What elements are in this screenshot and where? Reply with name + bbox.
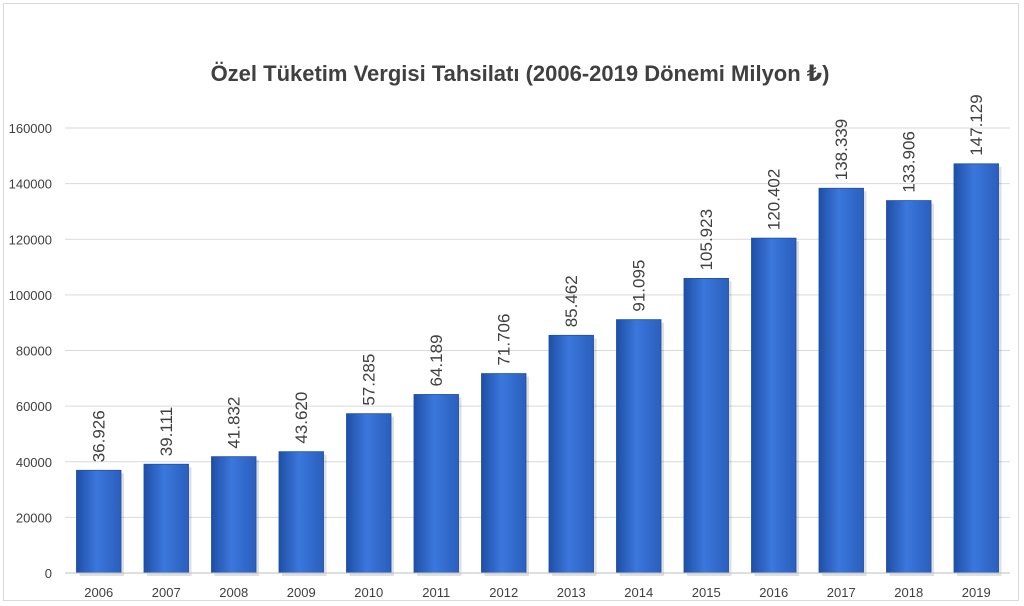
bar bbox=[616, 319, 662, 574]
x-tick-label: 2016 bbox=[759, 585, 788, 600]
y-tick-label: 0 bbox=[45, 566, 52, 581]
bar bbox=[683, 278, 729, 574]
x-tick-label: 2013 bbox=[557, 585, 586, 600]
data-label: 57.285 bbox=[360, 354, 379, 406]
chart-title: Özel Tüketim Vergisi Tahsilatı (2006-201… bbox=[211, 61, 830, 86]
x-tick-label: 2012 bbox=[489, 585, 518, 600]
data-label: 71.706 bbox=[495, 314, 514, 366]
x-tick-label: 2011 bbox=[422, 585, 450, 600]
data-label: 36.926 bbox=[90, 410, 109, 462]
y-tick-label: 120000 bbox=[9, 232, 52, 247]
x-axis-ticks: 2006 2007 2008 2009 2010 2011 2012 2013 2014 2015… bbox=[84, 585, 990, 600]
y-tick-label: 20000 bbox=[16, 510, 52, 525]
y-tick-label: 100000 bbox=[9, 288, 52, 303]
x-tick-label: 2019 bbox=[962, 585, 991, 600]
bars bbox=[76, 163, 1002, 576]
data-labels: 36.926 39.111 41.832 43.620 57.285 64.189 71.7… bbox=[90, 94, 987, 462]
x-tick-label: 2009 bbox=[287, 585, 316, 600]
bar bbox=[143, 463, 189, 574]
data-label: 120.402 bbox=[765, 169, 784, 230]
bar bbox=[751, 237, 797, 574]
y-tick-label: 80000 bbox=[16, 344, 52, 359]
bar bbox=[278, 451, 324, 574]
bar bbox=[818, 187, 864, 574]
x-tick-label: 2008 bbox=[219, 585, 248, 600]
bar bbox=[953, 163, 999, 574]
data-label: 64.189 bbox=[427, 334, 446, 386]
bar bbox=[481, 373, 527, 574]
data-label: 43.620 bbox=[292, 392, 311, 444]
y-tick-label: 160000 bbox=[9, 121, 52, 136]
bar bbox=[346, 413, 392, 574]
bar bbox=[413, 394, 459, 574]
y-tick-label: 140000 bbox=[9, 177, 52, 192]
bar bbox=[76, 469, 122, 574]
x-tick-label: 2014 bbox=[624, 585, 653, 600]
data-label: 85.462 bbox=[562, 275, 581, 327]
gridlines bbox=[65, 127, 1010, 518]
data-label: 91.095 bbox=[630, 260, 649, 312]
x-tick-label: 2010 bbox=[354, 585, 383, 600]
data-label: 138.339 bbox=[832, 119, 851, 180]
bar bbox=[548, 334, 594, 574]
bar bbox=[211, 456, 257, 574]
data-label: 147.129 bbox=[967, 94, 986, 155]
x-tick-label: 2006 bbox=[84, 585, 113, 600]
data-label: 41.832 bbox=[225, 397, 244, 449]
y-tick-label: 60000 bbox=[16, 399, 52, 414]
x-tick-label: 2007 bbox=[152, 585, 181, 600]
x-tick-label: 2017 bbox=[827, 585, 856, 600]
data-label: 133.906 bbox=[900, 131, 919, 192]
y-tick-label: 40000 bbox=[16, 455, 52, 470]
data-label: 105.923 bbox=[697, 209, 716, 270]
y-axis-ticks: 0 20000 40000 60000 80000 100000 120000 140000 1… bbox=[9, 121, 52, 581]
data-label: 39.111 bbox=[157, 407, 176, 456]
x-tick-label: 2018 bbox=[894, 585, 923, 600]
x-tick-label: 2015 bbox=[692, 585, 721, 600]
bar bbox=[886, 200, 932, 574]
